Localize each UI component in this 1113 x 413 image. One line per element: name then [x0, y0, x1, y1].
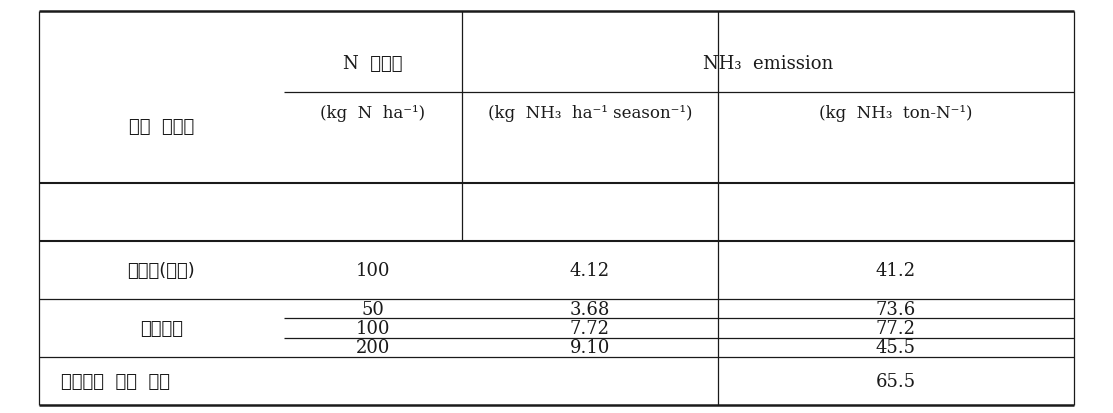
Text: 65.5: 65.5 [876, 372, 916, 390]
Text: 4.12: 4.12 [570, 261, 610, 280]
Text: NH₃  emission: NH₃ emission [702, 55, 834, 73]
Text: 50: 50 [362, 300, 384, 318]
Text: 복합비료: 복합비료 [140, 319, 183, 337]
Text: 9.10: 9.10 [570, 339, 610, 356]
Text: 복합비료  처리  평균: 복합비료 처리 평균 [61, 372, 170, 390]
Text: (kg  N  ha⁻¹): (kg N ha⁻¹) [321, 105, 425, 122]
Text: 질소  투입원: 질소 투입원 [129, 118, 194, 136]
Text: 100: 100 [356, 261, 390, 280]
Text: (kg  NH₃  ha⁻¹ season⁻¹): (kg NH₃ ha⁻¹ season⁻¹) [487, 105, 692, 122]
Text: 41.2: 41.2 [876, 261, 916, 280]
Text: N  시비량: N 시비량 [343, 55, 403, 73]
Text: 45.5: 45.5 [876, 339, 916, 356]
Text: 7.72: 7.72 [570, 319, 610, 337]
Text: (kg  NH₃  ton-N⁻¹): (kg NH₃ ton-N⁻¹) [819, 105, 973, 122]
Text: 대조구(유박): 대조구(유박) [128, 261, 195, 280]
Text: 3.68: 3.68 [570, 300, 610, 318]
Text: 100: 100 [356, 319, 390, 337]
Text: 200: 200 [356, 339, 390, 356]
Text: 73.6: 73.6 [876, 300, 916, 318]
Text: 77.2: 77.2 [876, 319, 916, 337]
